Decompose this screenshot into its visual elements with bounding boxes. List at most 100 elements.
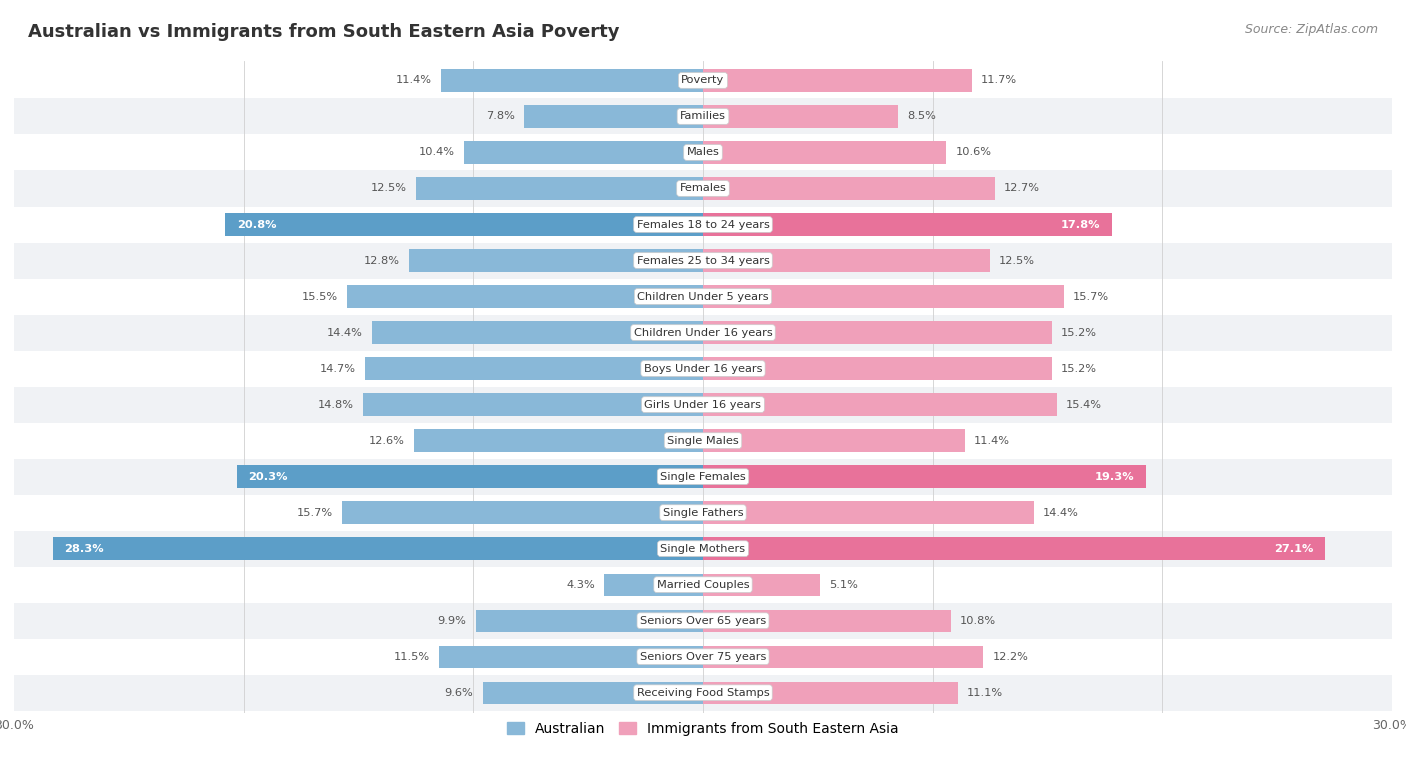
Text: 14.4%: 14.4% bbox=[328, 327, 363, 337]
Text: 11.7%: 11.7% bbox=[981, 76, 1017, 86]
Bar bbox=[366, 358, 703, 380]
Bar bbox=[703, 69, 972, 92]
Text: 15.7%: 15.7% bbox=[1073, 292, 1109, 302]
Bar bbox=[439, 646, 703, 668]
Bar bbox=[14, 315, 1392, 350]
Text: 14.8%: 14.8% bbox=[318, 399, 354, 409]
Text: 12.5%: 12.5% bbox=[1000, 255, 1035, 265]
Text: 5.1%: 5.1% bbox=[830, 580, 858, 590]
Bar bbox=[373, 321, 703, 343]
Text: Married Couples: Married Couples bbox=[657, 580, 749, 590]
Bar bbox=[464, 141, 703, 164]
Text: 10.8%: 10.8% bbox=[960, 615, 997, 625]
Text: Females 25 to 34 years: Females 25 to 34 years bbox=[637, 255, 769, 265]
Bar bbox=[14, 495, 1392, 531]
Bar bbox=[703, 465, 1146, 488]
Text: 15.7%: 15.7% bbox=[297, 508, 333, 518]
Text: 12.2%: 12.2% bbox=[993, 652, 1028, 662]
Text: 27.1%: 27.1% bbox=[1274, 543, 1313, 553]
Bar bbox=[703, 285, 1063, 308]
Bar bbox=[703, 681, 957, 704]
Text: 15.5%: 15.5% bbox=[302, 292, 337, 302]
Text: 8.5%: 8.5% bbox=[907, 111, 936, 121]
Bar bbox=[413, 430, 703, 452]
Bar bbox=[703, 321, 1052, 343]
Text: Receiving Food Stamps: Receiving Food Stamps bbox=[637, 688, 769, 697]
Bar bbox=[363, 393, 703, 415]
Bar bbox=[14, 531, 1392, 567]
Bar bbox=[14, 278, 1392, 315]
Text: 15.4%: 15.4% bbox=[1066, 399, 1102, 409]
Text: 7.8%: 7.8% bbox=[486, 111, 515, 121]
Bar bbox=[441, 69, 703, 92]
Text: 9.9%: 9.9% bbox=[437, 615, 467, 625]
Bar bbox=[14, 639, 1392, 675]
Bar bbox=[703, 574, 820, 596]
Bar bbox=[14, 62, 1392, 99]
Bar bbox=[14, 603, 1392, 639]
Text: Seniors Over 75 years: Seniors Over 75 years bbox=[640, 652, 766, 662]
Text: 14.4%: 14.4% bbox=[1043, 508, 1078, 518]
Bar bbox=[703, 141, 946, 164]
Bar bbox=[703, 213, 1112, 236]
Text: Single Males: Single Males bbox=[666, 436, 740, 446]
Bar bbox=[703, 177, 994, 199]
Text: 12.6%: 12.6% bbox=[368, 436, 405, 446]
Text: 11.4%: 11.4% bbox=[974, 436, 1010, 446]
Text: 10.4%: 10.4% bbox=[419, 148, 456, 158]
Text: Girls Under 16 years: Girls Under 16 years bbox=[644, 399, 762, 409]
Bar bbox=[703, 646, 983, 668]
Bar bbox=[14, 387, 1392, 423]
Text: Australian vs Immigrants from South Eastern Asia Poverty: Australian vs Immigrants from South East… bbox=[28, 23, 620, 41]
Bar bbox=[524, 105, 703, 127]
Bar bbox=[409, 249, 703, 271]
Bar bbox=[14, 567, 1392, 603]
Legend: Australian, Immigrants from South Eastern Asia: Australian, Immigrants from South Easter… bbox=[502, 716, 904, 741]
Bar bbox=[482, 681, 703, 704]
Text: Children Under 5 years: Children Under 5 years bbox=[637, 292, 769, 302]
Text: Seniors Over 65 years: Seniors Over 65 years bbox=[640, 615, 766, 625]
Text: 12.8%: 12.8% bbox=[364, 255, 399, 265]
Text: 20.3%: 20.3% bbox=[249, 471, 288, 481]
Bar bbox=[343, 502, 703, 524]
Bar bbox=[703, 502, 1033, 524]
Bar bbox=[703, 249, 990, 271]
Bar bbox=[14, 243, 1392, 278]
Bar bbox=[14, 459, 1392, 495]
Text: Females 18 to 24 years: Females 18 to 24 years bbox=[637, 220, 769, 230]
Bar bbox=[14, 171, 1392, 206]
Text: 20.8%: 20.8% bbox=[236, 220, 277, 230]
Bar bbox=[347, 285, 703, 308]
Bar bbox=[236, 465, 703, 488]
Text: 9.6%: 9.6% bbox=[444, 688, 474, 697]
Bar bbox=[703, 358, 1052, 380]
Text: 4.3%: 4.3% bbox=[567, 580, 595, 590]
Text: 11.4%: 11.4% bbox=[396, 76, 432, 86]
Bar bbox=[475, 609, 703, 632]
Text: Single Females: Single Females bbox=[661, 471, 745, 481]
Text: 12.5%: 12.5% bbox=[371, 183, 406, 193]
Text: Source: ZipAtlas.com: Source: ZipAtlas.com bbox=[1244, 23, 1378, 36]
Bar bbox=[225, 213, 703, 236]
Text: 11.5%: 11.5% bbox=[394, 652, 430, 662]
Text: Families: Families bbox=[681, 111, 725, 121]
Text: Males: Males bbox=[686, 148, 720, 158]
Text: 19.3%: 19.3% bbox=[1095, 471, 1135, 481]
Bar bbox=[703, 537, 1326, 560]
Text: Single Fathers: Single Fathers bbox=[662, 508, 744, 518]
Text: 14.7%: 14.7% bbox=[321, 364, 356, 374]
Text: 10.6%: 10.6% bbox=[956, 148, 991, 158]
Bar bbox=[703, 105, 898, 127]
Text: Females: Females bbox=[679, 183, 727, 193]
Bar bbox=[14, 206, 1392, 243]
Text: Children Under 16 years: Children Under 16 years bbox=[634, 327, 772, 337]
Bar bbox=[416, 177, 703, 199]
Bar bbox=[14, 423, 1392, 459]
Bar bbox=[703, 609, 950, 632]
Text: 15.2%: 15.2% bbox=[1062, 327, 1097, 337]
Text: 17.8%: 17.8% bbox=[1060, 220, 1101, 230]
Bar bbox=[703, 393, 1057, 415]
Text: 15.2%: 15.2% bbox=[1062, 364, 1097, 374]
Text: Single Mothers: Single Mothers bbox=[661, 543, 745, 553]
Bar bbox=[605, 574, 703, 596]
